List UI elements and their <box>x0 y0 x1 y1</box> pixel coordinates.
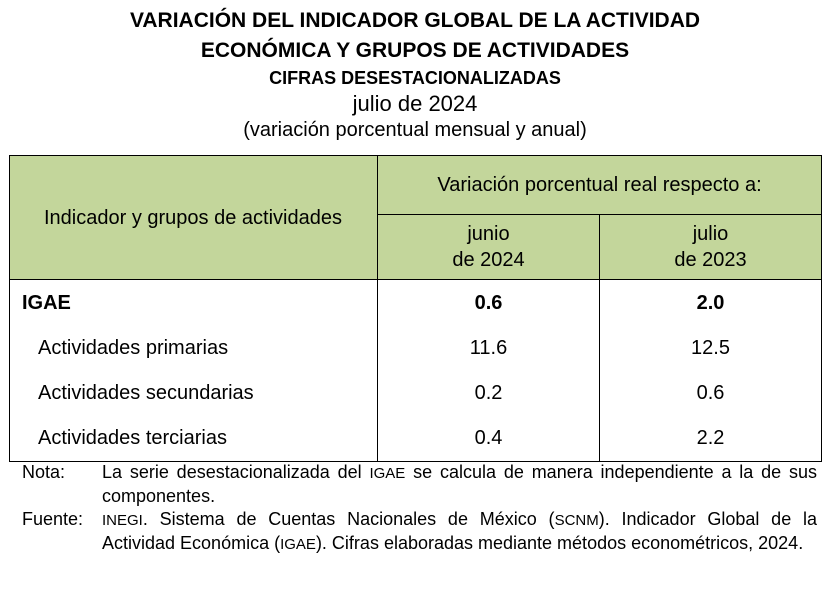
header-julio-line2: de 2023 <box>674 249 747 271</box>
row-value-junio: 0.2 <box>377 371 600 416</box>
note-fuente-abbr-scnm: SCNM <box>554 512 599 529</box>
row-value-junio: 0.4 <box>377 416 600 462</box>
subtitle-line: CIFRAS DESESTACIONALIZADAS <box>269 68 561 88</box>
note-nota-abbr: IGAE <box>369 465 406 482</box>
row-value-julio: 12.5 <box>598 326 823 371</box>
note-fuente-text-c: ). Cifras elaboradas mediante métodos ec… <box>315 533 804 553</box>
row-value-julio: 0.6 <box>598 371 823 416</box>
data-table: Indicador y grupos de actividades Variac… <box>9 155 823 462</box>
row-value-junio: 0.6 <box>377 279 600 326</box>
note-fuente-label: Fuente: <box>22 509 84 529</box>
header-junio-2024: junio de 2024 <box>377 214 600 280</box>
note-fuente-text-a: . Sistema de Cuentas Nacionales de Méxic… <box>142 509 555 529</box>
note-nota: Nota: La serie desestacionalizada del IG… <box>22 461 817 508</box>
table-header: Indicador y grupos de actividades Variac… <box>9 155 823 280</box>
note-fuente: Fuente: INEGI. Sistema de Cuentas Nacion… <box>22 508 817 556</box>
title-line-1: VARIACIÓN DEL INDICADOR GLOBAL DE LA ACT… <box>129 9 701 32</box>
note-nota-text-a: La serie desestacionalizada del <box>102 462 370 482</box>
period-line: julio de 2024 <box>352 91 478 116</box>
header-junio-line2: de 2024 <box>452 249 525 271</box>
header-julio-2023: julio de 2023 <box>598 214 823 280</box>
note-fuente-text: INEGI. Sistema de Cuentas Nacionales de … <box>102 508 817 556</box>
header-variation: Variación porcentual real respecto a: <box>376 155 823 215</box>
header-junio-line1: junio <box>467 223 510 245</box>
data-table-wrapper: Indicador y grupos de actividades Variac… <box>9 155 823 462</box>
units-line: (variación porcentual mensual y anual) <box>243 119 587 141</box>
table-row: Actividades terciarias 0.4 2.2 <box>9 416 823 462</box>
table-row: IGAE 0.6 2.0 <box>9 279 823 326</box>
note-fuente-text-b: ). Indicador Global de la Actividad Econ… <box>102 509 818 553</box>
note-fuente-abbr-igae: IGAE <box>280 536 316 553</box>
note-fuente-abbr-inegi: INEGI <box>102 512 143 529</box>
header-julio-line1: julio <box>692 223 729 245</box>
footnotes: Nota: La serie desestacionalizada del IG… <box>22 461 817 556</box>
row-name: Actividades primarias <box>9 326 378 371</box>
note-nota-text-b: se calcula de manera independiente a la … <box>102 462 817 506</box>
table-row: Actividades primarias 11.6 12.5 <box>9 326 823 371</box>
header-indicator: Indicador y grupos de actividades <box>9 155 378 280</box>
row-name: IGAE <box>9 279 378 326</box>
table-body: IGAE 0.6 2.0 Actividades primarias 11.6 … <box>9 279 823 462</box>
note-nota-text: La serie desestacionalizada del IGAE se … <box>102 461 817 508</box>
table-row: Actividades secundarias 0.2 0.6 <box>9 371 823 416</box>
title-block: VARIACIÓN DEL INDICADOR GLOBAL DE LA ACT… <box>0 6 830 142</box>
row-value-julio: 2.0 <box>598 279 823 326</box>
row-value-julio: 2.2 <box>598 416 823 462</box>
title-line-2: ECONÓMICA Y GRUPOS DE ACTIVIDADES <box>200 39 630 62</box>
row-name: Actividades terciarias <box>9 416 378 462</box>
note-nota-label: Nota: <box>22 462 66 482</box>
row-name: Actividades secundarias <box>9 371 378 416</box>
row-value-junio: 11.6 <box>377 326 600 371</box>
